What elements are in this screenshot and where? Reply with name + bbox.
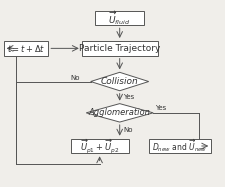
Text: No: No xyxy=(122,127,132,133)
Polygon shape xyxy=(90,72,148,91)
Text: No: No xyxy=(70,75,80,81)
FancyBboxPatch shape xyxy=(70,139,128,153)
FancyBboxPatch shape xyxy=(148,139,210,153)
Polygon shape xyxy=(86,104,153,122)
Text: Particle Trajectory: Particle Trajectory xyxy=(79,44,160,53)
Text: $\overrightarrow{U}_{fluid}$: $\overrightarrow{U}_{fluid}$ xyxy=(108,9,130,27)
Text: $\overrightarrow{U}_{p1} + \overrightarrow{U}_{p2}$: $\overrightarrow{U}_{p1} + \overrightarr… xyxy=(80,137,119,155)
FancyBboxPatch shape xyxy=(81,41,157,56)
Text: $D_{new}$ and $\overrightarrow{U}_{new}$: $D_{new}$ and $\overrightarrow{U}_{new}$ xyxy=(152,137,207,154)
Text: Agglomeration: Agglomeration xyxy=(88,108,150,117)
Text: Collision: Collision xyxy=(100,77,138,86)
Text: Yes: Yes xyxy=(122,94,134,100)
FancyBboxPatch shape xyxy=(95,11,144,25)
FancyBboxPatch shape xyxy=(4,41,48,56)
Text: $t = t + \Delta t$: $t = t + \Delta t$ xyxy=(7,43,45,54)
Text: Yes: Yes xyxy=(155,105,166,111)
